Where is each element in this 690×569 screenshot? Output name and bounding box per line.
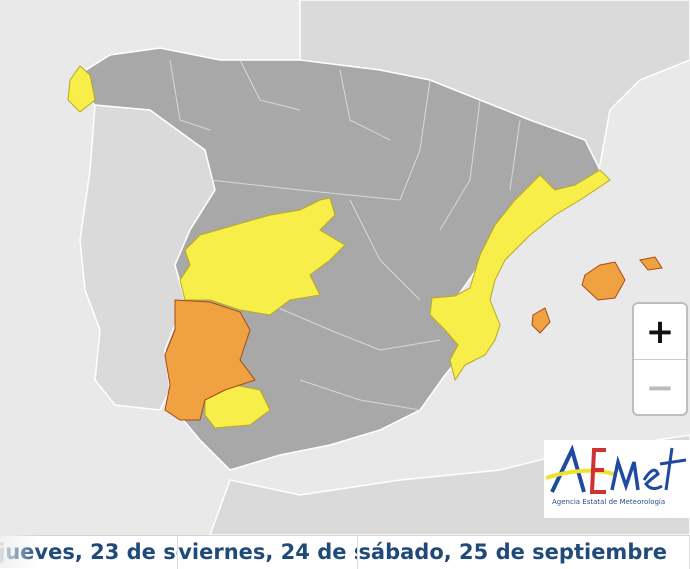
galicia-coast-warning bbox=[67, 65, 96, 113]
south-west-warning bbox=[204, 384, 271, 429]
ibiza-orange-warning bbox=[531, 307, 551, 334]
province-borders bbox=[169, 59, 521, 411]
west-orange-warning bbox=[164, 299, 256, 421]
warning-map[interactable] bbox=[0, 0, 690, 535]
aemet-logo: Agencia Estatal de Meteorología bbox=[544, 440, 690, 518]
tab-saturday[interactable]: sábado, 25 de septiembre bbox=[358, 536, 690, 569]
yellow-warning-areas bbox=[67, 65, 611, 429]
orange-warning-areas bbox=[164, 256, 663, 421]
tab-friday[interactable]: viernes, 24 de septiembre bbox=[178, 536, 359, 569]
zoom-controls: + − bbox=[632, 302, 688, 416]
aemet-subtitle: Agencia Estatal de Meteorología bbox=[552, 498, 666, 506]
zoom-in-button[interactable]: + bbox=[634, 304, 686, 360]
aemet-wordmark bbox=[545, 444, 687, 494]
mallorca-orange-warning bbox=[581, 261, 626, 301]
tab-thursday[interactable]: jueves, 23 de septiembre bbox=[0, 536, 179, 569]
menorca-orange-warning bbox=[639, 256, 663, 271]
east-coast-warning bbox=[429, 169, 611, 382]
zoom-out-button[interactable]: − bbox=[645, 367, 675, 408]
day-tabs: jueves, 23 de septiembre viernes, 24 de … bbox=[0, 535, 690, 569]
central-west-warning bbox=[179, 197, 346, 316]
